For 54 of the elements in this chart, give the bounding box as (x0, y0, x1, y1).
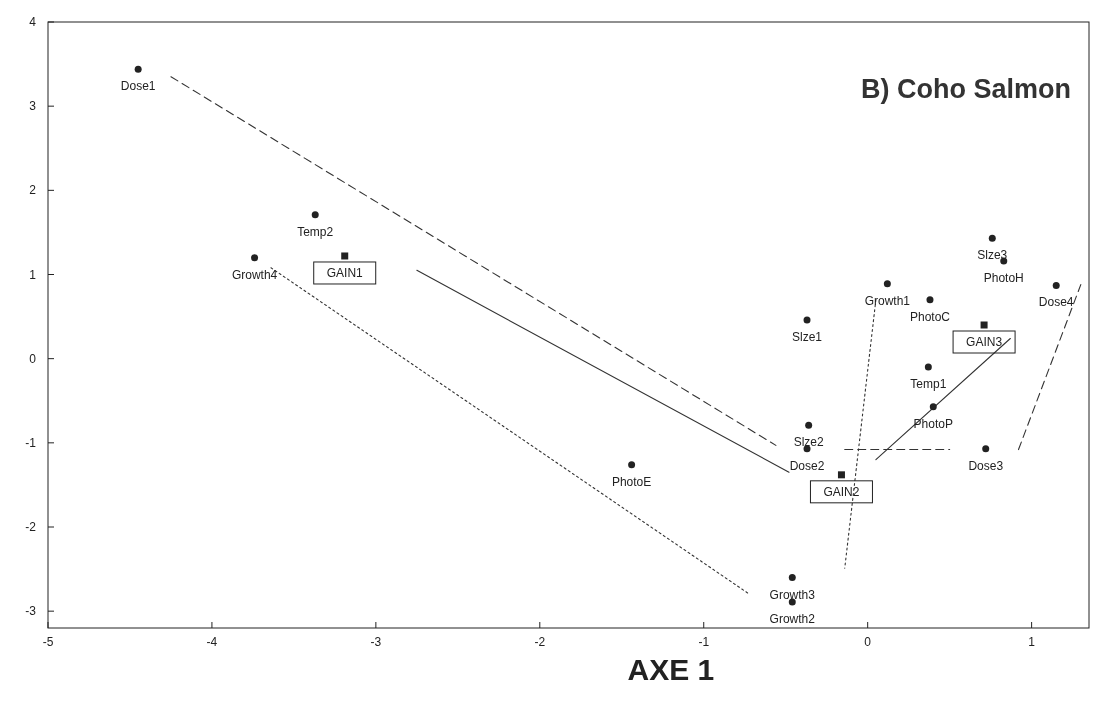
point (980, 321, 988, 329)
data-label: GAIN2 (823, 484, 860, 499)
data-label: PhotoC (909, 309, 951, 324)
x-tick-label: -4 (206, 635, 218, 649)
point (251, 254, 259, 262)
point (883, 280, 891, 288)
y-tick-label: 1 (29, 267, 37, 282)
x-tick-label: 1 (1028, 635, 1036, 649)
y-tick-label: 3 (29, 99, 37, 114)
x-tick-label: 0 (864, 635, 872, 649)
point (134, 65, 142, 73)
point (788, 574, 796, 581)
data-label: PhotoH (983, 271, 1024, 286)
data-label: Slze3 (977, 248, 1008, 263)
data-label: GAIN3 (966, 335, 1003, 349)
data-label: PhotoE (611, 474, 652, 489)
x-tick-label: -3 (370, 635, 382, 649)
data-label: Dose4 (1038, 295, 1074, 310)
data-label: Slze2 (793, 435, 824, 450)
x-tick-label: -1 (698, 635, 710, 649)
point (926, 296, 934, 304)
data-label: Growth3 (769, 587, 816, 602)
point (341, 252, 349, 260)
y-tick-label: 0 (29, 351, 37, 366)
text: B) Coho Salmon (861, 73, 1072, 104)
point (988, 234, 996, 242)
point (803, 316, 811, 324)
y-tick-label: -2 (25, 520, 37, 534)
data-label: Temp1 (910, 377, 947, 392)
data-label: Growth2 (769, 611, 816, 626)
point (311, 211, 319, 219)
data-label: Dose2 (789, 458, 825, 473)
x-tick-label: -5 (42, 635, 54, 649)
y-tick-label: -3 (25, 604, 37, 619)
point (805, 421, 813, 429)
data-label: Temp2 (297, 224, 334, 239)
point (982, 445, 990, 453)
point (837, 471, 845, 479)
x-tick-label: -2 (534, 635, 546, 649)
point (924, 363, 932, 371)
point (1052, 281, 1060, 289)
data-label: Growth4 (231, 267, 278, 282)
y-tick-label: 4 (29, 15, 37, 29)
data-label: Dose1 (120, 79, 156, 94)
data-label: Slze1 (792, 329, 823, 344)
y-tick-label: 2 (29, 183, 37, 198)
y-tick-label: -1 (25, 435, 37, 450)
x-axis-title: AXE 1 (627, 653, 715, 686)
point (628, 461, 636, 469)
data-label: Dose3 (968, 458, 1004, 473)
data-label: PhotoP (913, 416, 953, 431)
data-label: GAIN1 (326, 265, 364, 280)
data-label: Growth1 (864, 293, 911, 308)
point (929, 403, 937, 411)
